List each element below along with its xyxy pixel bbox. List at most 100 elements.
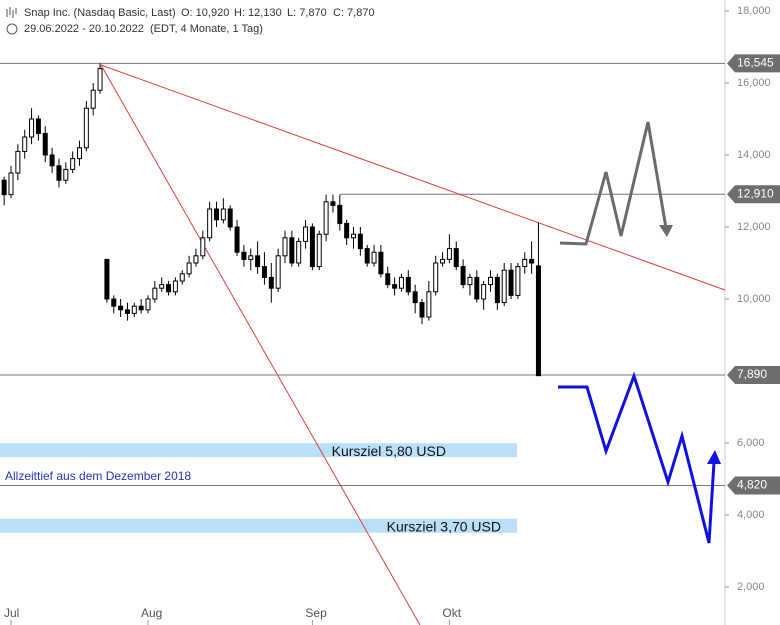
candle-body	[494, 276, 500, 304]
candle-body	[35, 118, 41, 134]
candle-body	[22, 136, 28, 152]
candle-body	[508, 269, 514, 296]
clock-icon	[6, 23, 18, 35]
candle-body	[296, 240, 302, 264]
candle-body	[186, 262, 192, 275]
candle-body	[412, 291, 418, 304]
candle-body	[248, 255, 254, 260]
candle-body	[8, 172, 14, 196]
candle-body	[159, 284, 165, 289]
candle-body	[49, 154, 55, 167]
subtitle-note: (EDT, 4 Monate, 1 Tag)	[150, 23, 263, 35]
x-tick-label: Okt	[442, 606, 461, 620]
level-tag	[727, 54, 780, 73]
candle-body	[522, 258, 528, 268]
annotation: Allzeittief aus dem Dezember 2018	[5, 469, 191, 483]
candle-body	[460, 266, 466, 286]
candle-body	[474, 276, 480, 300]
candle-body	[481, 284, 487, 300]
candle-body	[378, 251, 384, 275]
y-tick-label: 6,000	[737, 437, 765, 449]
x-tick-label: Jul	[4, 606, 19, 620]
candle-body	[145, 298, 151, 311]
candle-body	[488, 276, 493, 286]
candle-body	[433, 262, 439, 293]
candle-body	[56, 165, 62, 181]
y-tick-label: 18,000	[737, 5, 771, 17]
candle-body	[529, 258, 535, 264]
target-band	[0, 518, 517, 533]
level-tag-label: 16,545	[737, 56, 774, 70]
subtitle: 29.06.2022 - 20.10.2022	[24, 23, 144, 35]
candle-body	[289, 237, 295, 264]
x-tick-label: Aug	[141, 606, 162, 620]
quote-low: L: 7,870	[287, 7, 327, 19]
target-label: Kursziel 5,80 USD	[332, 443, 446, 459]
header: Snap Inc. (Nasdaq Basic, Last) O: 10,920…	[6, 7, 375, 35]
x-tick-label: Sep	[305, 606, 327, 620]
candle-body	[207, 208, 213, 239]
y-tick-label: 10,000	[737, 293, 771, 305]
candle-body	[255, 255, 261, 268]
chart-icon	[6, 7, 17, 18]
candle-body	[501, 269, 507, 304]
quote-high: H: 12,130	[234, 7, 282, 19]
candle-body	[323, 201, 329, 235]
candle-body	[97, 68, 103, 91]
level-tag	[727, 476, 780, 495]
candle-body	[405, 276, 411, 293]
candle-body	[220, 208, 226, 221]
candle-body	[241, 251, 247, 260]
candle-body	[316, 233, 322, 268]
candle-body	[467, 276, 473, 286]
candle-body	[152, 287, 158, 300]
y-tick-label: 4,000	[737, 509, 765, 521]
candle-body	[453, 248, 459, 268]
candle-body	[193, 255, 199, 264]
candle-body	[63, 168, 69, 181]
target-band	[0, 443, 517, 458]
y-tick-label: 16,000	[737, 77, 771, 89]
candle-body	[111, 298, 117, 307]
candle-body	[275, 255, 281, 289]
candle-body	[42, 132, 48, 156]
candle-body	[515, 266, 521, 296]
candle-body	[440, 258, 446, 264]
candle-body	[392, 284, 398, 289]
level-tag-label: 7,890	[737, 367, 767, 381]
candle-body	[200, 237, 206, 257]
target-label: Kursziel 3,70 USD	[387, 518, 501, 534]
candle-body	[172, 280, 178, 293]
candle-body	[330, 201, 336, 206]
y-tick-label: 12,000	[737, 221, 771, 233]
arrow-head	[707, 450, 721, 464]
candle-body	[15, 150, 21, 174]
level-tag	[727, 185, 780, 204]
candle-body	[282, 237, 288, 257]
candle-body	[214, 208, 219, 221]
projection-down	[558, 371, 716, 544]
arrow-head	[659, 225, 673, 237]
candle-body	[351, 233, 356, 239]
level-tag-label: 4,820	[737, 478, 767, 492]
candle-body	[357, 233, 363, 250]
candle-body	[234, 226, 240, 253]
trend-line	[100, 64, 421, 625]
y-tick-label: 14,000	[737, 149, 771, 161]
candle-body	[138, 305, 144, 311]
candle-body	[309, 226, 315, 268]
candle-body	[344, 222, 350, 239]
candle-body	[29, 118, 35, 138]
quote-close: C: 7,870	[333, 7, 375, 19]
candle-body	[104, 258, 110, 300]
candle-body	[426, 291, 432, 318]
quote-open: O: 10,920	[181, 7, 229, 19]
candle-body	[179, 273, 185, 282]
candle-body	[1, 179, 7, 196]
candle-body	[70, 158, 76, 170]
candle-body	[77, 147, 82, 160]
projection-up	[559, 121, 668, 246]
candle-body	[131, 305, 137, 314]
level-tag	[727, 365, 780, 384]
